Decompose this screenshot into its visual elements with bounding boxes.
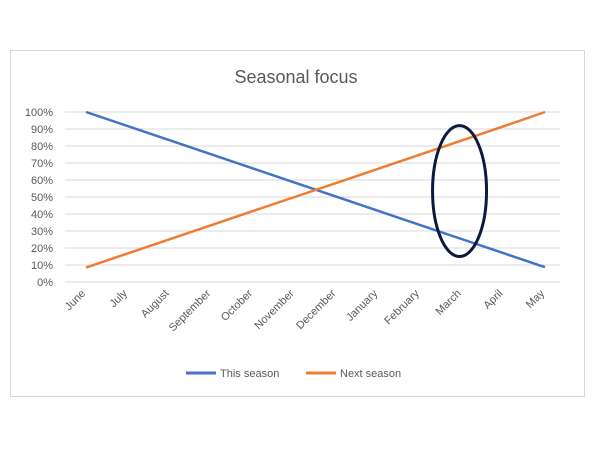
y-tick-label: 50% bbox=[31, 192, 53, 204]
x-tick-label: January bbox=[344, 287, 381, 324]
y-tick-label: 20% bbox=[31, 243, 53, 255]
x-tick-label: July bbox=[108, 287, 131, 310]
chart-frame bbox=[10, 50, 585, 397]
x-tick-label: March bbox=[434, 288, 464, 318]
y-tick-label: 80% bbox=[31, 141, 53, 153]
x-tick-label: September bbox=[167, 287, 214, 334]
x-tick-label: October bbox=[219, 287, 255, 323]
x-tick-label: August bbox=[139, 288, 172, 321]
y-tick-label: 60% bbox=[31, 175, 53, 187]
legend-label: Next season bbox=[340, 368, 401, 380]
legend-label: This season bbox=[220, 368, 279, 380]
chart-title: Seasonal focus bbox=[234, 67, 357, 87]
x-tick-label: April bbox=[481, 288, 505, 312]
y-tick-label: 40% bbox=[31, 209, 53, 221]
y-tick-label: 30% bbox=[31, 226, 53, 238]
y-tick-label: 100% bbox=[25, 107, 53, 119]
series-line-next-season bbox=[85, 110, 546, 269]
y-tick-label: 70% bbox=[31, 158, 53, 170]
y-tick-label: 90% bbox=[31, 124, 53, 136]
y-tick-label: 10% bbox=[31, 260, 53, 272]
x-tick-label: June bbox=[63, 288, 88, 313]
highlight-ellipse bbox=[431, 124, 489, 258]
x-tick-label: December bbox=[294, 287, 339, 332]
x-tick-label: May bbox=[524, 287, 548, 311]
x-tick-label: November bbox=[252, 287, 297, 332]
y-tick-label: 0% bbox=[37, 277, 53, 289]
x-tick-label: February bbox=[382, 287, 422, 327]
